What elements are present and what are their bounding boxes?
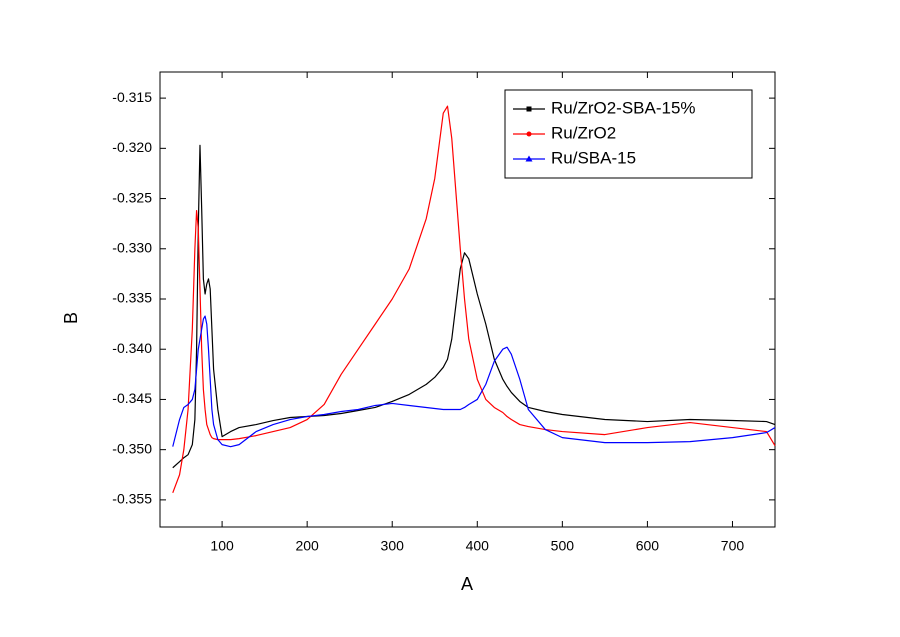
plot-frame [159, 71, 776, 528]
data-line [172, 105, 776, 494]
x-tick-label: 100 [210, 538, 234, 554]
x-axis-label: A [461, 574, 473, 594]
legend-label: Ru/ZrO2 [551, 123, 616, 142]
data-line [172, 144, 776, 469]
y-tick-label: -0.325 [112, 189, 152, 205]
y-tick-label: -0.340 [112, 340, 152, 356]
y-tick-label: -0.335 [112, 290, 152, 306]
legend-marker [525, 155, 533, 162]
x-tick-label: 400 [466, 538, 490, 554]
x-tick-label: 200 [295, 538, 319, 554]
x-tick-label: 500 [551, 538, 575, 554]
y-tick-label: -0.330 [112, 239, 152, 255]
data-line [172, 315, 776, 448]
legend-label: Ru/ZrO2-SBA-15% [551, 98, 696, 117]
legend-marker [526, 131, 532, 137]
legend-label: Ru/SBA-15 [551, 148, 636, 167]
x-tick-label: 700 [721, 538, 745, 554]
y-tick-label: -0.345 [112, 390, 152, 406]
y-tick-label: -0.320 [112, 139, 152, 155]
legend-marker [526, 106, 532, 112]
x-tick-label: 300 [381, 538, 405, 554]
y-tick-label: -0.355 [112, 491, 152, 507]
x-tick-label: 600 [636, 538, 660, 554]
y-tick-label: -0.315 [112, 89, 152, 105]
y-axis-label: B [61, 312, 81, 324]
y-tick-label: -0.350 [112, 440, 152, 456]
legend-box [504, 89, 753, 179]
